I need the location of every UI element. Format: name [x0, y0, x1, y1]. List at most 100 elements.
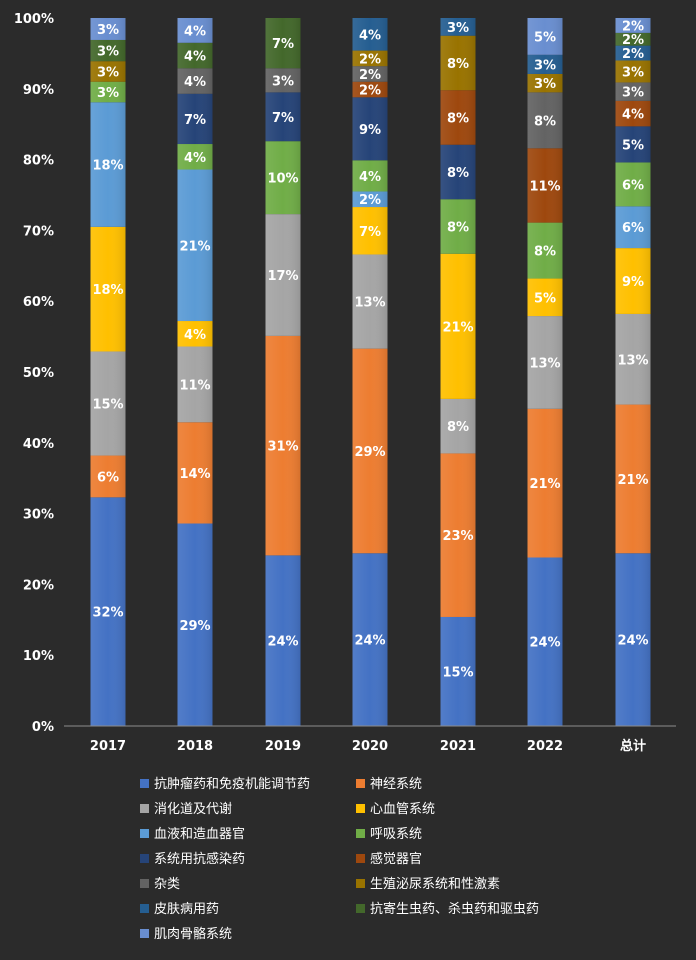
data-label: 2% — [359, 52, 381, 67]
bar-segment-shade — [352, 348, 388, 554]
legend-label: 呼吸系统 — [370, 827, 422, 842]
bar-segment-shade — [177, 42, 213, 69]
data-label: 4% — [184, 75, 206, 90]
data-label: 13% — [354, 296, 385, 311]
bar-segment-shade — [90, 226, 126, 352]
data-label: 2% — [359, 193, 381, 208]
y-tick-label: 50% — [23, 366, 54, 381]
bar-segment-shade — [265, 18, 301, 69]
bar-segment-shade — [440, 253, 476, 399]
data-label: 2% — [622, 33, 644, 48]
bar-segment-shade — [352, 160, 388, 192]
bar-segment-shade — [177, 321, 213, 347]
legend-item: 肌肉骨骼系统 — [140, 926, 232, 942]
bar-segment-shade — [90, 102, 126, 227]
x-tick-label: 2022 — [527, 739, 563, 754]
legend-item: 消化道及代谢 — [140, 801, 232, 817]
bar-segment-shade — [177, 68, 213, 94]
data-label: 5% — [534, 291, 556, 306]
bar-stack: 32% 6% 15% 18% 18% 3% 3% 3% 3% — [90, 18, 126, 726]
y-tick-label: 70% — [23, 224, 54, 239]
bar-segment-shade — [615, 32, 651, 46]
bar-segment-shade — [265, 335, 301, 556]
data-label: 5% — [534, 30, 556, 45]
data-label: 2% — [359, 68, 381, 83]
legend-label: 抗寄生虫药、杀虫药和驱虫药 — [370, 901, 539, 917]
data-label: 4% — [184, 328, 206, 343]
legend-item: 抗寄生虫药、杀虫药和驱虫药 — [356, 901, 539, 917]
legend-label: 肌肉骨骼系统 — [154, 926, 232, 942]
data-label: 4% — [184, 151, 206, 166]
legend-item: 呼吸系统 — [356, 827, 422, 842]
data-label: 7% — [272, 37, 294, 52]
bar-segment-shade — [90, 455, 126, 498]
data-label: 8% — [447, 221, 469, 236]
x-axis: 2017 2018 2019 2020 2021 2022 总计 — [90, 738, 646, 754]
legend-swatch — [140, 879, 149, 888]
legend-swatch — [356, 854, 365, 863]
data-label: 8% — [447, 420, 469, 435]
data-label: 17% — [267, 269, 298, 284]
legend-swatch — [356, 879, 365, 888]
bar-segment-shade — [352, 66, 388, 82]
legend-label: 系统用抗感染药 — [154, 851, 245, 867]
bar-segment-shade — [527, 92, 563, 149]
bar-segment-shade — [90, 351, 126, 456]
legend-item: 心血管系统 — [356, 802, 435, 817]
y-tick-label: 60% — [23, 295, 54, 310]
legend-label: 感觉器官 — [370, 851, 422, 867]
data-label: 8% — [534, 245, 556, 260]
data-label: 24% — [529, 636, 560, 651]
data-label: 21% — [179, 239, 210, 254]
data-label: 6% — [97, 470, 119, 485]
legend-swatch — [140, 854, 149, 863]
bar-segment-shade — [352, 553, 388, 726]
data-label: 8% — [534, 114, 556, 129]
x-tick-label: 2020 — [352, 739, 388, 754]
bar-segment-shade — [265, 214, 301, 336]
data-label: 7% — [272, 111, 294, 126]
data-label: 24% — [617, 634, 648, 649]
data-label: 3% — [97, 23, 119, 38]
bar-segment-shade — [615, 206, 651, 249]
x-tick-label: 2017 — [90, 739, 126, 754]
legend-swatch — [140, 804, 149, 813]
legend-label: 神经系统 — [370, 777, 422, 792]
bar-segment-shade — [177, 523, 213, 726]
bar-stack: 24% 31% 17% 10% 7% 3% 7% — [265, 18, 301, 726]
bar-segment-shade — [615, 248, 651, 314]
data-label: 4% — [622, 108, 644, 123]
data-label: 24% — [354, 634, 385, 649]
data-label: 4% — [359, 28, 381, 43]
bar-segment-shade — [177, 346, 213, 423]
bar-segment-shade — [527, 148, 563, 223]
legend-swatch — [140, 904, 149, 913]
data-label: 13% — [529, 356, 560, 371]
bar-segment-shade — [90, 39, 126, 62]
bar-segment-shade — [527, 222, 563, 279]
bar-segment-shade — [440, 18, 476, 36]
legend-label: 生殖泌尿系统和性激素 — [370, 876, 500, 892]
data-label: 4% — [184, 50, 206, 65]
data-label: 6% — [622, 178, 644, 193]
bar-stack: 24%29%13%7%2%4%9%2%2%2%4% — [352, 18, 388, 726]
data-label: 9% — [622, 275, 644, 290]
bar-segment-shade — [615, 82, 651, 101]
data-label: 11% — [179, 378, 210, 393]
y-tick-label: 0% — [32, 720, 54, 735]
bar-segment-shade — [177, 422, 213, 524]
bar-segment-shade — [615, 162, 651, 207]
data-label: 21% — [529, 477, 560, 492]
data-label: 29% — [179, 619, 210, 634]
bar-segment-shade — [440, 453, 476, 617]
bar-segment-shade — [265, 92, 301, 142]
legend-item: 皮肤病用药 — [140, 902, 219, 917]
bar-segment-shade — [352, 191, 388, 208]
bar-segment-shade — [440, 144, 476, 200]
bar-segment-shade — [527, 54, 563, 74]
bar-segment-shade — [177, 169, 213, 322]
data-label: 14% — [179, 467, 210, 482]
y-tick-label: 90% — [23, 83, 54, 98]
bar-segment-shade — [440, 199, 476, 254]
